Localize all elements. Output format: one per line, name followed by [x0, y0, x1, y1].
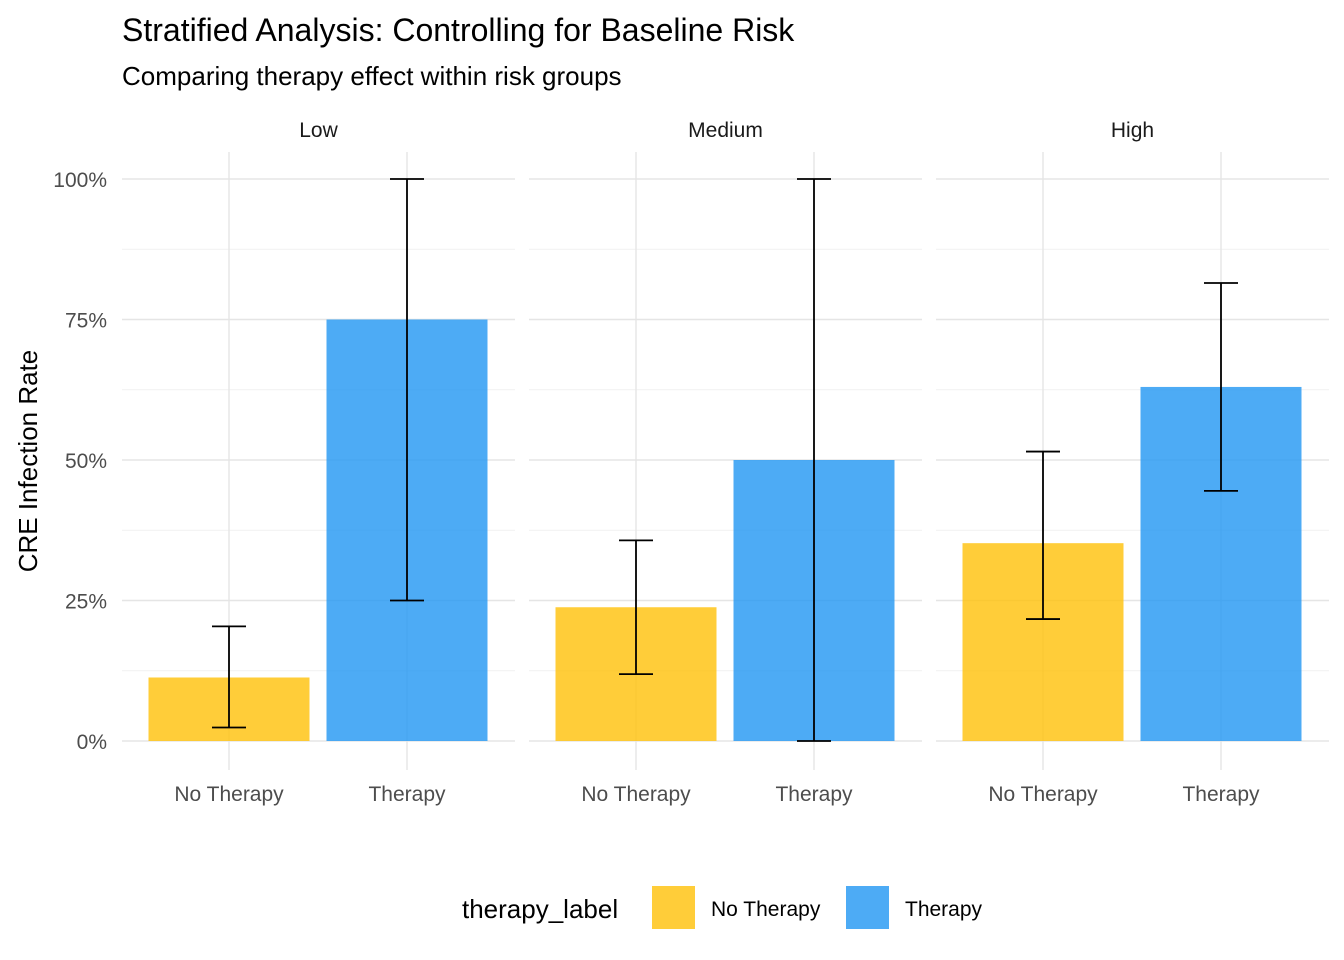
y-axis-title: CRE Infection Rate: [13, 350, 43, 573]
facet-panel-high: High No Therapy Therapy: [936, 119, 1329, 806]
x-tick-label: No Therapy: [174, 783, 284, 806]
chart-subtitle: Comparing therapy effect within risk gro…: [122, 61, 622, 91]
legend-label: Therapy: [905, 898, 983, 921]
y-tick-label: 100%: [53, 169, 107, 192]
chart-title: Stratified Analysis: Controlling for Bas…: [122, 12, 795, 48]
x-tick-label: Therapy: [368, 783, 446, 806]
x-tick-label: No Therapy: [581, 783, 691, 806]
legend-key-therapy: [846, 886, 889, 929]
facet-label-medium: Medium: [688, 119, 763, 142]
plot-area: Low No Therapy Therapy Medium No Therapy Ther…: [53, 119, 1329, 806]
y-tick-label: 0%: [77, 731, 107, 754]
y-tick-label: 75%: [65, 310, 107, 333]
y-tick-label: 25%: [65, 591, 107, 614]
x-tick-label: Therapy: [775, 783, 853, 806]
facet-label-low: Low: [299, 119, 338, 142]
facet-panel-low: Low No Therapy Therapy: [122, 119, 515, 806]
x-tick-label: No Therapy: [988, 783, 1098, 806]
facet-label-high: High: [1111, 119, 1154, 142]
x-tick-label: Therapy: [1182, 783, 1260, 806]
legend-key-no-therapy: [652, 886, 695, 929]
legend-title: therapy_label: [462, 894, 618, 924]
legend-label: No Therapy: [711, 898, 821, 921]
legend: therapy_label No Therapy Therapy: [462, 886, 983, 929]
y-tick-label: 50%: [65, 450, 107, 473]
facet-panel-medium: Medium No Therapy Therapy: [529, 119, 922, 806]
